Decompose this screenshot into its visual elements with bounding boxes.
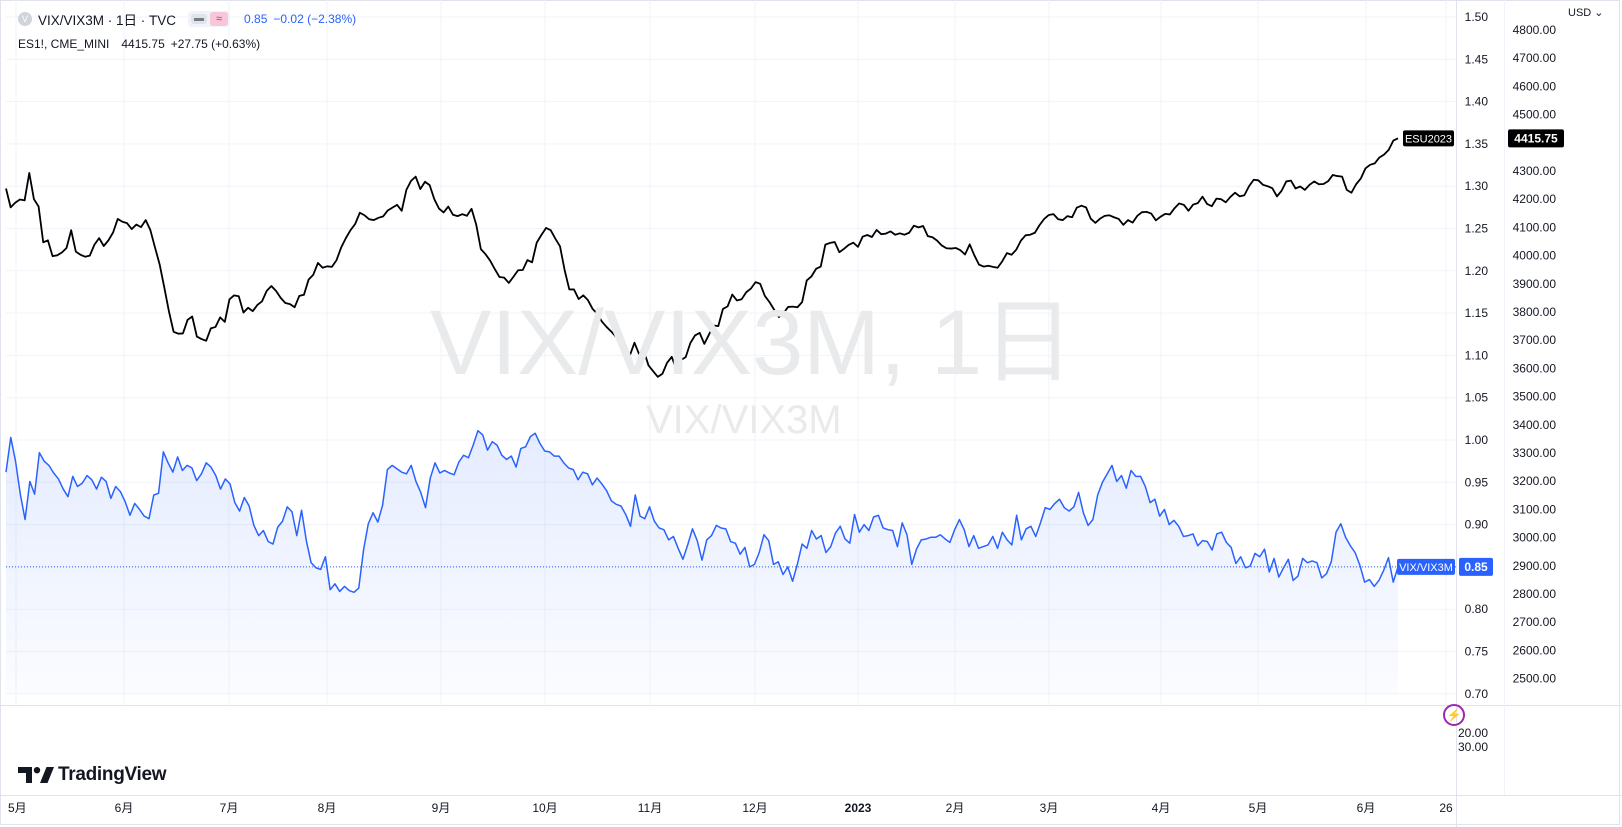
ratio-axis-tick-label: 1.15 bbox=[1465, 306, 1489, 320]
ratio-axis-tick-label: 0.75 bbox=[1465, 645, 1489, 659]
ratio-axis-tick-label: 0.90 bbox=[1465, 518, 1489, 532]
hide-series-icon[interactable]: ▬ bbox=[191, 14, 208, 24]
tradingview-logo-icon bbox=[18, 767, 54, 783]
compare-series-legend[interactable]: ES1!, CME_MINI 4415.75 +27.75 (+0.63%) bbox=[18, 37, 260, 51]
price-axis-tick-label: 3300.00 bbox=[1513, 446, 1557, 460]
time-axis-tick-label: 6月 bbox=[1357, 801, 1376, 815]
time-axis-tick-label: 3月 bbox=[1040, 801, 1059, 815]
ratio-axis-tick-label: 0.95 bbox=[1465, 475, 1489, 489]
symbol-watermark-secondary: VIX/VIX3M bbox=[646, 398, 842, 442]
ratio-axis-tick-label: 1.40 bbox=[1465, 95, 1489, 109]
time-axis-tick-label: 2月 bbox=[946, 801, 965, 815]
compare-series-change: +27.75 (+0.63%) bbox=[170, 37, 261, 51]
price-axis-tick-label: 3100.00 bbox=[1513, 502, 1557, 516]
price-axis-tick-label: 4600.00 bbox=[1513, 79, 1557, 93]
compare-series-symbol[interactable]: ES1!, CME_MINI bbox=[18, 37, 110, 51]
ratio-axis-tick-label: 1.10 bbox=[1465, 348, 1489, 362]
time-axis-tick-label: 9月 bbox=[432, 801, 451, 815]
main-series-value: 0.85 bbox=[244, 12, 268, 26]
price-axis-tick-label: 4300.00 bbox=[1513, 164, 1557, 178]
ratio-axis-tick-label: 1.00 bbox=[1465, 433, 1489, 447]
price-axis-tick-label: 2500.00 bbox=[1513, 672, 1557, 686]
symbol-watermark: VIX/VIX3M, 1日 bbox=[430, 292, 1075, 394]
time-axis-tick-label: 2023 bbox=[845, 801, 872, 815]
es-last-symbol-label: ESU2023 bbox=[1405, 133, 1452, 145]
price-axis-tick-label: 2900.00 bbox=[1513, 559, 1557, 573]
ratio-axis-tick-label: 1.20 bbox=[1465, 264, 1489, 278]
time-axis-tick-label: 8月 bbox=[318, 801, 337, 815]
price-axis-tick-label: 2800.00 bbox=[1513, 587, 1557, 601]
time-axis-tick-label: 26 bbox=[1439, 801, 1453, 815]
vix-last-symbol-label: VIX/VIX3M bbox=[1399, 562, 1453, 574]
ratio-axis-tick-label: 1.45 bbox=[1465, 52, 1489, 66]
price-axis-tick-label: 4100.00 bbox=[1513, 220, 1557, 234]
price-axis-tick-label: 3400.00 bbox=[1513, 418, 1557, 432]
currency-selector[interactable]: USD ⌄ bbox=[1568, 7, 1604, 19]
es-last-symbol-badge bbox=[1403, 130, 1454, 147]
vix-area-fill bbox=[6, 430, 1398, 694]
vix-last-value-label: 0.85 bbox=[1464, 560, 1488, 574]
lower-pane-tick-label: 30.00 bbox=[1458, 740, 1488, 754]
time-axis-tick-label: 10月 bbox=[532, 801, 557, 815]
tradingview-logo[interactable]: TradingView bbox=[18, 764, 167, 786]
main-series-symbol[interactable]: VIX/VIX3M · 1日 · TVC bbox=[38, 13, 177, 28]
time-axis-tick-label: 7月 bbox=[220, 801, 239, 815]
main-series-legend[interactable]: V VIX/VIX3M · 1日 · TVC ▬ ≈ 0.85 −0.02 (−… bbox=[18, 9, 356, 29]
time-axis-tick-label: 11月 bbox=[638, 801, 662, 815]
price-axis-tick-label: 3600.00 bbox=[1513, 361, 1557, 375]
legend-controls[interactable]: ▬ ≈ bbox=[188, 11, 231, 27]
symbol-logo-icon: V bbox=[18, 12, 32, 26]
price-axis-tick-label: 4200.00 bbox=[1513, 192, 1557, 206]
lightning-icon[interactable]: ⚡ bbox=[1443, 704, 1465, 726]
ratio-axis-tick-label: 1.35 bbox=[1465, 137, 1489, 151]
time-axis-tick-label: 4月 bbox=[1152, 801, 1171, 815]
time-axis-tick-label: 6月 bbox=[115, 801, 134, 815]
ratio-axis-tick-label: 1.25 bbox=[1465, 222, 1489, 236]
main-series-change: −0.02 (−2.38%) bbox=[273, 12, 357, 26]
vix-ratio-series-line[interactable] bbox=[5, 429, 1399, 594]
vix-last-value-badge bbox=[1459, 557, 1493, 576]
price-axis-tick-label: 4800.00 bbox=[1513, 23, 1557, 37]
price-axis-tick-label: 2700.00 bbox=[1513, 615, 1557, 629]
price-axis-tick-label: 3200.00 bbox=[1513, 474, 1557, 488]
price-axis-tick-label: 3000.00 bbox=[1513, 531, 1557, 545]
es-last-value-label: 4415.75 bbox=[1514, 131, 1558, 145]
ratio-axis-tick-label: 0.80 bbox=[1465, 602, 1489, 616]
wave-icon[interactable]: ≈ bbox=[210, 12, 229, 26]
es-futures-series-line[interactable] bbox=[5, 137, 1399, 378]
price-axis-tick-label: 3700.00 bbox=[1513, 333, 1557, 347]
time-axis-tick-label: 12月 bbox=[742, 801, 767, 815]
price-axis-tick-label: 3500.00 bbox=[1513, 390, 1557, 404]
brand-name: TradingView bbox=[58, 764, 167, 785]
ratio-axis-tick-label: 1.30 bbox=[1465, 179, 1489, 193]
ratio-axis-tick-label: 1.50 bbox=[1465, 10, 1489, 24]
price-axis-tick-label: 4700.00 bbox=[1513, 51, 1557, 65]
price-axis-tick-label: 4000.00 bbox=[1513, 249, 1557, 263]
time-axis-tick-label: 5月 bbox=[1249, 801, 1268, 815]
es-last-value-badge bbox=[1508, 129, 1564, 148]
price-axis-tick-label: 2600.00 bbox=[1513, 643, 1557, 657]
lower-pane-tick-label: 20.00 bbox=[1458, 726, 1488, 740]
price-axis-tick-label: 3800.00 bbox=[1513, 305, 1557, 319]
time-axis-tick-label: 5月 bbox=[8, 801, 27, 815]
price-axis-tick-label: 3900.00 bbox=[1513, 277, 1557, 291]
vix-last-symbol-badge bbox=[1397, 558, 1455, 575]
compare-series-value: 4415.75 bbox=[121, 37, 165, 51]
ratio-axis-tick-label: 0.70 bbox=[1465, 687, 1489, 701]
price-axis-tick-label: 4500.00 bbox=[1513, 108, 1557, 122]
ratio-axis-tick-label: 1.05 bbox=[1465, 391, 1489, 405]
